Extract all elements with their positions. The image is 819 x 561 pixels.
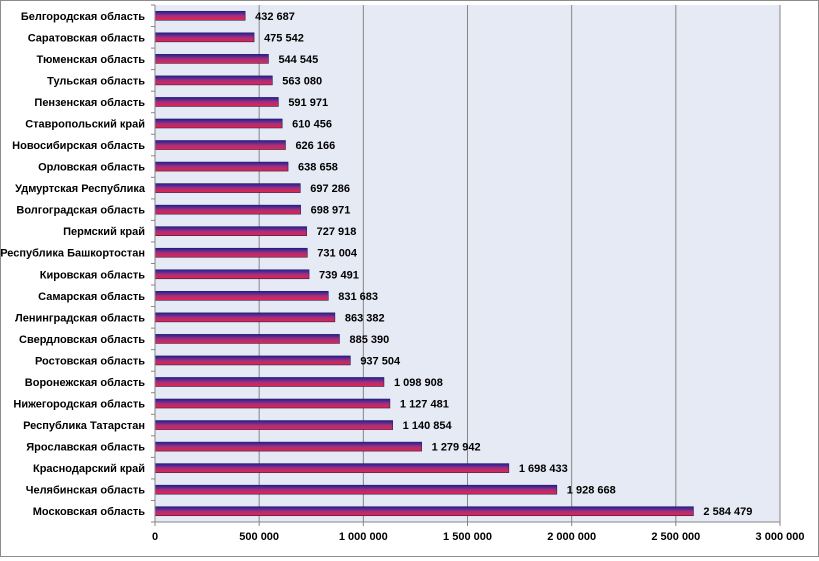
category-label: Кировская область bbox=[40, 269, 145, 281]
x-axis: 0 500 000 1 000 000 1 500 000 2 000 000 2 500… bbox=[151, 4, 805, 543]
category-label: Удмуртская Республика bbox=[15, 183, 146, 195]
x-tick-label: 2 500 000 bbox=[651, 531, 700, 543]
bar bbox=[154, 441, 422, 452]
bar-value-label: 1 698 433 bbox=[519, 463, 568, 475]
bar bbox=[154, 247, 308, 258]
category-label: Ставропольский край bbox=[25, 118, 145, 130]
category-label: Тульская область bbox=[47, 75, 145, 87]
bar-value-label: 544 545 bbox=[278, 54, 318, 66]
category-label: Ленинградская область bbox=[15, 312, 145, 324]
x-tick-label: 3 000 000 bbox=[756, 531, 805, 543]
bar-value-label: 937 504 bbox=[360, 355, 401, 367]
bar bbox=[154, 506, 694, 517]
x-tick-label: 2 000 000 bbox=[547, 531, 596, 543]
category-label: Московская область bbox=[33, 506, 145, 518]
bar-value-label: 698 971 bbox=[311, 205, 351, 217]
bar bbox=[154, 226, 307, 236]
category-labels: Белгородская область Саратовская область Т… bbox=[0, 11, 146, 518]
bar-value-label: 831 683 bbox=[338, 291, 378, 303]
category-label: Челябинская область bbox=[26, 485, 146, 497]
category-label: Нижегородская область bbox=[13, 399, 145, 411]
bar-value-label: 610 456 bbox=[292, 118, 332, 130]
bar-value-label: 863 382 bbox=[345, 312, 385, 324]
bar bbox=[154, 75, 273, 86]
category-label: Краснодарский край bbox=[33, 463, 145, 475]
bar bbox=[154, 32, 255, 43]
bar-value-label: 731 004 bbox=[317, 248, 358, 260]
bar-value-label: 626 166 bbox=[295, 140, 335, 152]
bar-value-label: 475 542 bbox=[264, 32, 304, 44]
category-label: Ярославская область bbox=[26, 442, 145, 454]
bar bbox=[154, 140, 286, 150]
category-label: Республика Татарстан bbox=[23, 420, 145, 432]
value-labels: 432 687 475 542 544 545 563 080 591 971 610 4… bbox=[255, 11, 752, 518]
bar-value-label: 727 918 bbox=[317, 226, 357, 238]
bar bbox=[154, 291, 329, 301]
bar bbox=[154, 377, 385, 387]
category-label: Свердловская область bbox=[19, 334, 145, 346]
bar-value-label: 591 971 bbox=[288, 97, 328, 109]
bar-value-label: 1 140 854 bbox=[403, 420, 453, 432]
category-label: Саратовская область bbox=[28, 32, 146, 44]
bar-value-label: 638 658 bbox=[298, 162, 338, 174]
bar bbox=[154, 269, 310, 280]
x-tick-label: 500 000 bbox=[239, 531, 279, 543]
x-tick-label: 0 bbox=[152, 531, 158, 543]
bar bbox=[154, 334, 340, 344]
bar bbox=[154, 118, 283, 129]
bar bbox=[154, 183, 301, 193]
bar-value-label: 885 390 bbox=[349, 334, 389, 346]
bar bbox=[154, 312, 336, 323]
category-label: Самарская область bbox=[38, 291, 145, 303]
bar bbox=[154, 97, 279, 107]
bar bbox=[154, 204, 301, 215]
bar-value-label: 1 127 481 bbox=[400, 399, 449, 411]
category-label: Республика Башкортостан bbox=[1, 248, 145, 260]
category-label: Орловская область bbox=[38, 162, 145, 174]
gridlines bbox=[258, 5, 781, 522]
x-tick-label: 1 000 000 bbox=[339, 531, 388, 543]
category-label: Пензенская область bbox=[34, 97, 145, 109]
bar-value-label: 563 080 bbox=[282, 75, 322, 87]
bar-value-label: 1 279 942 bbox=[432, 442, 481, 454]
bar bbox=[154, 420, 393, 430]
category-label: Волгоградская область bbox=[16, 205, 145, 217]
bar bbox=[154, 484, 558, 495]
category-label: Пермский край bbox=[63, 226, 145, 238]
bar bbox=[154, 54, 269, 64]
bar bbox=[154, 398, 391, 409]
bar bbox=[154, 10, 246, 21]
bar bbox=[154, 463, 510, 473]
category-label: Новосибирская область bbox=[12, 140, 145, 152]
category-label: Белгородская область bbox=[21, 11, 145, 23]
bar-value-label: 2 584 479 bbox=[703, 506, 752, 518]
category-label: Ростовская область bbox=[35, 355, 145, 367]
bar bbox=[154, 355, 351, 366]
category-label: Воронежская область bbox=[25, 377, 145, 389]
bar-value-label: 739 491 bbox=[319, 269, 359, 281]
bar-value-label: 697 286 bbox=[310, 183, 350, 195]
bar-value-label: 1 098 908 bbox=[394, 377, 443, 389]
bar bbox=[154, 161, 289, 172]
category-label: Тюменская область bbox=[36, 54, 145, 66]
bar-value-label: 1 928 668 bbox=[567, 485, 616, 497]
x-tick-label: 1 500 000 bbox=[443, 531, 492, 543]
bar-value-label: 432 687 bbox=[255, 11, 295, 23]
